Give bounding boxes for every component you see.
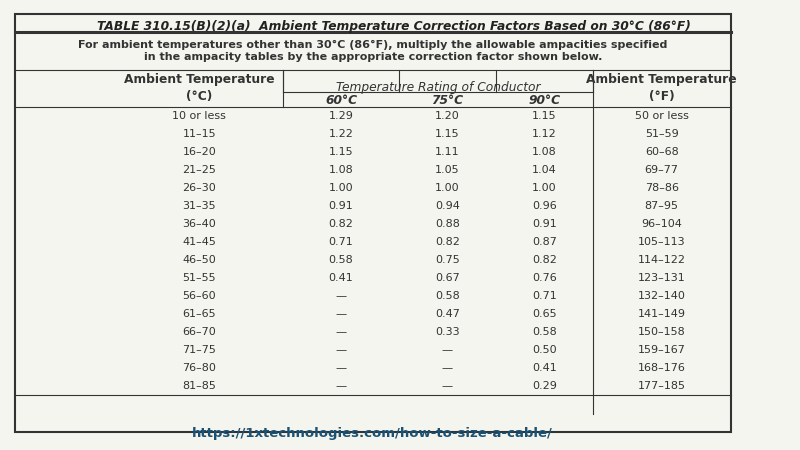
Text: 0.82: 0.82 <box>532 255 557 265</box>
Text: 81–85: 81–85 <box>182 381 216 391</box>
Text: —: — <box>335 309 346 319</box>
Text: 1.15: 1.15 <box>329 147 354 157</box>
Text: 0.82: 0.82 <box>435 237 460 247</box>
Text: —: — <box>442 363 453 373</box>
Text: 69–77: 69–77 <box>645 165 678 175</box>
Text: 1.00: 1.00 <box>532 183 557 193</box>
Text: 0.58: 0.58 <box>532 327 557 337</box>
Text: 71–75: 71–75 <box>182 345 216 355</box>
Text: 1.00: 1.00 <box>329 183 354 193</box>
Text: 60°C: 60°C <box>325 94 357 108</box>
Text: For ambient temperatures other than 30°C (86°F), multiply the allowable ampaciti: For ambient temperatures other than 30°C… <box>78 40 667 50</box>
Text: —: — <box>335 363 346 373</box>
Text: 0.33: 0.33 <box>435 327 460 337</box>
Text: 0.76: 0.76 <box>532 273 557 283</box>
Text: 1.12: 1.12 <box>532 129 557 139</box>
Text: 0.47: 0.47 <box>435 309 460 319</box>
Text: 16–20: 16–20 <box>182 147 216 157</box>
Text: 76–80: 76–80 <box>182 363 216 373</box>
Text: 0.67: 0.67 <box>435 273 460 283</box>
Text: 87–95: 87–95 <box>645 201 678 211</box>
Text: 123–131: 123–131 <box>638 273 686 283</box>
Text: 1.22: 1.22 <box>329 129 354 139</box>
Text: 150–158: 150–158 <box>638 327 686 337</box>
Text: 51–59: 51–59 <box>645 129 678 139</box>
Text: 0.71: 0.71 <box>329 237 354 247</box>
Text: 0.94: 0.94 <box>435 201 460 211</box>
Text: 1.15: 1.15 <box>435 129 460 139</box>
Text: https://1xtechnologies.com/how-to-size-a-cable/: https://1xtechnologies.com/how-to-size-a… <box>192 427 554 440</box>
Text: Temperature Rating of Conductor: Temperature Rating of Conductor <box>336 81 540 94</box>
Text: 61–65: 61–65 <box>182 309 216 319</box>
Text: 0.82: 0.82 <box>329 219 354 229</box>
Text: 31–35: 31–35 <box>182 201 216 211</box>
Text: TABLE 310.15(B)(2)(a)  Ambient Temperature Correction Factors Based on 30°C (86°: TABLE 310.15(B)(2)(a) Ambient Temperatur… <box>97 20 690 33</box>
Text: 78–86: 78–86 <box>645 183 678 193</box>
Text: 141–149: 141–149 <box>638 309 686 319</box>
Text: 51–55: 51–55 <box>182 273 216 283</box>
Text: 1.08: 1.08 <box>532 147 557 157</box>
Text: 0.65: 0.65 <box>532 309 557 319</box>
Text: Ambient Temperature
(°F): Ambient Temperature (°F) <box>586 73 737 104</box>
Text: 1.05: 1.05 <box>435 165 460 175</box>
Text: 0.87: 0.87 <box>532 237 557 247</box>
Text: 26–30: 26–30 <box>182 183 216 193</box>
Text: 1.00: 1.00 <box>435 183 460 193</box>
Text: 0.50: 0.50 <box>532 345 557 355</box>
Text: 1.04: 1.04 <box>532 165 557 175</box>
Text: 0.96: 0.96 <box>532 201 557 211</box>
Text: 0.29: 0.29 <box>532 381 557 391</box>
Text: 56–60: 56–60 <box>182 291 216 301</box>
Text: 0.88: 0.88 <box>435 219 460 229</box>
Text: —: — <box>442 381 453 391</box>
Text: 0.41: 0.41 <box>532 363 557 373</box>
Text: 60–68: 60–68 <box>645 147 678 157</box>
Text: 0.58: 0.58 <box>435 291 460 301</box>
Text: 0.91: 0.91 <box>329 201 354 211</box>
Text: 177–185: 177–185 <box>638 381 686 391</box>
Text: 1.15: 1.15 <box>532 111 557 121</box>
Text: Ambient Temperature
(°C): Ambient Temperature (°C) <box>124 73 274 104</box>
Text: 0.71: 0.71 <box>532 291 557 301</box>
Text: 75°C: 75°C <box>431 94 463 108</box>
Text: 0.75: 0.75 <box>435 255 460 265</box>
Text: in the ampacity tables by the appropriate correction factor shown below.: in the ampacity tables by the appropriat… <box>143 52 602 62</box>
Text: —: — <box>335 327 346 337</box>
Text: 0.58: 0.58 <box>329 255 354 265</box>
Text: —: — <box>442 345 453 355</box>
Text: 1.20: 1.20 <box>435 111 460 121</box>
Text: 41–45: 41–45 <box>182 237 216 247</box>
Text: —: — <box>335 381 346 391</box>
Text: 50 or less: 50 or less <box>634 111 689 121</box>
Text: 21–25: 21–25 <box>182 165 216 175</box>
Text: 159–167: 159–167 <box>638 345 686 355</box>
Text: 168–176: 168–176 <box>638 363 686 373</box>
Text: —: — <box>335 291 346 301</box>
Text: —: — <box>335 345 346 355</box>
Text: 46–50: 46–50 <box>182 255 216 265</box>
Text: 0.41: 0.41 <box>329 273 354 283</box>
Text: 1.08: 1.08 <box>329 165 354 175</box>
Text: 90°C: 90°C <box>528 94 560 108</box>
Text: 1.11: 1.11 <box>435 147 460 157</box>
Text: 36–40: 36–40 <box>182 219 216 229</box>
Text: 1.29: 1.29 <box>329 111 354 121</box>
Text: 114–122: 114–122 <box>638 255 686 265</box>
Text: 10 or less: 10 or less <box>173 111 226 121</box>
Text: 11–15: 11–15 <box>182 129 216 139</box>
Text: 96–104: 96–104 <box>642 219 682 229</box>
Text: 132–140: 132–140 <box>638 291 686 301</box>
Text: 0.91: 0.91 <box>532 219 557 229</box>
Text: 66–70: 66–70 <box>182 327 216 337</box>
Text: 105–113: 105–113 <box>638 237 686 247</box>
